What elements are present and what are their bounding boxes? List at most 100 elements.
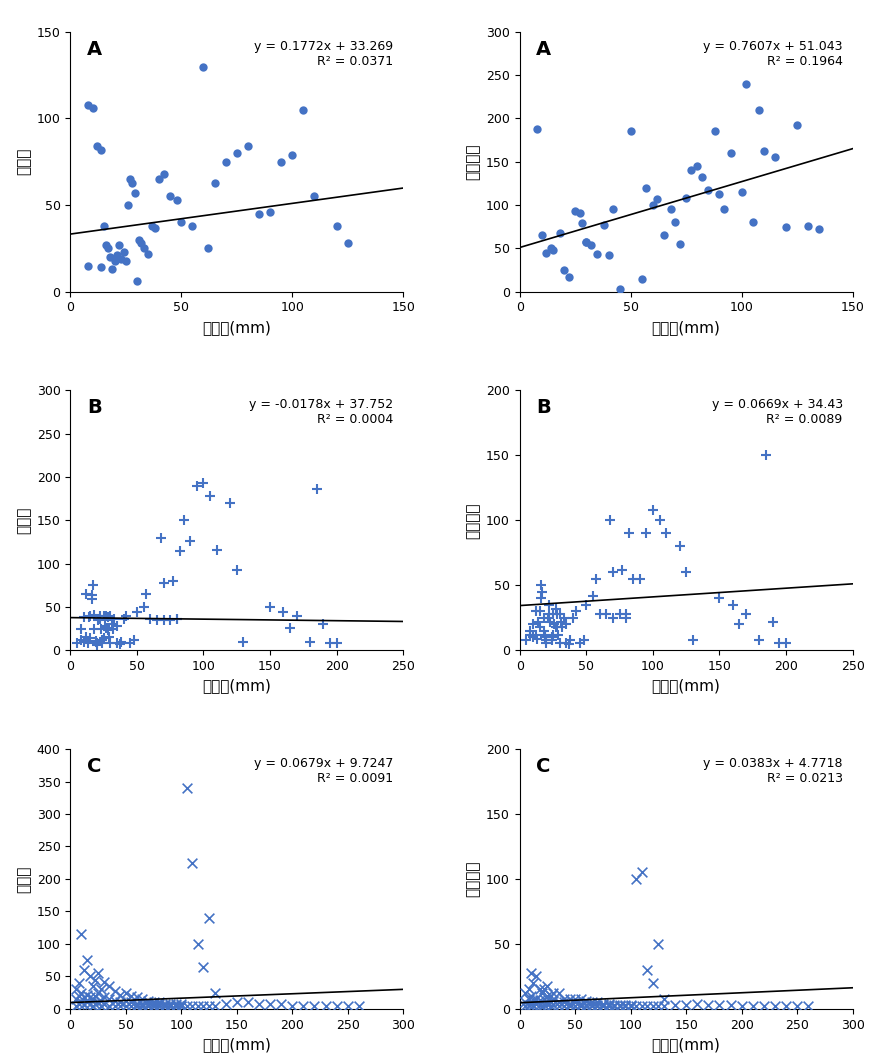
- Point: [767, 998, 781, 1015]
- Point: [543, 240, 558, 257]
- Point: [202, 909, 216, 926]
- Point: [97, 618, 112, 635]
- Point: [207, 174, 221, 191]
- Point: [107, 611, 121, 628]
- Point: [191, 936, 205, 953]
- Point: [528, 627, 542, 644]
- Point: [263, 599, 277, 616]
- Point: [545, 627, 559, 644]
- Point: [156, 166, 170, 183]
- Point: [100, 621, 114, 638]
- Point: [223, 495, 237, 512]
- Point: [85, 991, 99, 1008]
- Point: [617, 996, 631, 1013]
- Point: [663, 201, 677, 218]
- Point: [752, 101, 766, 118]
- Point: [75, 994, 89, 1011]
- Point: [518, 994, 532, 1011]
- Point: [75, 984, 89, 1001]
- Point: [543, 994, 558, 1011]
- Point: [667, 213, 681, 230]
- Point: [99, 619, 113, 636]
- Point: [140, 997, 155, 1014]
- Point: [201, 240, 215, 257]
- Point: [638, 525, 652, 542]
- Point: [529, 120, 543, 137]
- Point: [152, 994, 166, 1011]
- Point: [252, 205, 266, 222]
- Point: [778, 219, 792, 236]
- Point: [190, 477, 204, 494]
- Point: [529, 967, 543, 984]
- Point: [568, 603, 582, 620]
- Point: [745, 213, 759, 230]
- Point: [110, 246, 124, 263]
- Point: [586, 587, 600, 604]
- Point: [550, 605, 564, 622]
- Point: [91, 984, 105, 1001]
- Point: [329, 218, 343, 235]
- Point: [174, 997, 188, 1014]
- Point: [656, 998, 670, 1015]
- Point: [672, 236, 686, 253]
- Point: [548, 618, 562, 635]
- Point: [536, 990, 551, 1007]
- Point: [94, 259, 108, 276]
- Point: [632, 570, 646, 587]
- Point: [102, 997, 116, 1014]
- Point: [738, 75, 752, 92]
- Text: y = -0.0178x + 37.752
R² = 0.0004: y = -0.0178x + 37.752 R² = 0.0004: [248, 398, 392, 426]
- Point: [542, 605, 556, 622]
- Point: [528, 603, 542, 620]
- Point: [551, 998, 565, 1015]
- Point: [539, 632, 553, 649]
- Point: [521, 981, 535, 998]
- Point: [543, 613, 557, 630]
- Point: [105, 260, 119, 277]
- Point: [601, 246, 615, 263]
- Point: [701, 996, 715, 1013]
- Point: [124, 988, 138, 1005]
- Point: [76, 995, 90, 1012]
- Point: [140, 993, 155, 1010]
- Point: [651, 998, 665, 1015]
- Point: [130, 997, 144, 1014]
- Point: [539, 244, 553, 261]
- Point: [535, 984, 549, 1001]
- Point: [163, 188, 177, 205]
- Point: [107, 993, 121, 1010]
- Text: A: A: [87, 39, 102, 58]
- Point: [329, 634, 343, 651]
- Point: [618, 610, 632, 627]
- Point: [83, 995, 97, 1012]
- Point: [307, 997, 321, 1014]
- Point: [119, 252, 133, 269]
- Point: [530, 613, 544, 630]
- Point: [801, 998, 815, 1015]
- Point: [540, 995, 554, 1012]
- Point: [127, 632, 141, 649]
- Point: [276, 603, 290, 620]
- Point: [124, 997, 138, 1014]
- Point: [716, 200, 730, 217]
- Point: [543, 988, 558, 1005]
- Point: [89, 633, 103, 650]
- Point: [789, 998, 803, 1015]
- Point: [157, 997, 171, 1014]
- Point: [551, 994, 565, 1011]
- Point: [561, 269, 575, 286]
- Point: [139, 585, 153, 602]
- Point: [91, 612, 105, 629]
- Point: [679, 564, 693, 581]
- Point: [579, 996, 593, 1013]
- Point: [656, 227, 670, 244]
- Point: [103, 607, 117, 624]
- Point: [283, 619, 297, 636]
- Point: [532, 981, 546, 998]
- Point: [80, 994, 94, 1011]
- Point: [207, 984, 221, 1001]
- Point: [602, 512, 616, 529]
- Point: [104, 616, 119, 633]
- Point: [573, 990, 587, 1007]
- Point: [83, 989, 97, 1006]
